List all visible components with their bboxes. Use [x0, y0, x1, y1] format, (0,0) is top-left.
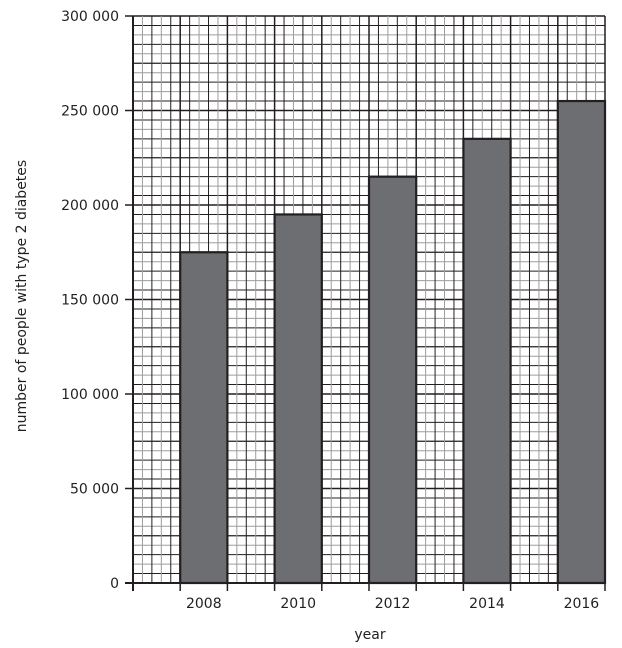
y-tick-label: 150 000 — [61, 293, 119, 309]
x-tick-label: 2008 — [186, 596, 222, 612]
y-tick-label: 50 000 — [70, 482, 119, 498]
bars — [179, 99, 607, 585]
x-axis-ticks: 2008 2010 2012 2014 2016 — [132, 583, 606, 612]
y-tick-label: 0 — [110, 576, 119, 592]
y-tick-label: 100 000 — [61, 387, 119, 403]
x-tick-label: 2012 — [375, 596, 411, 612]
y-axis-title: number of people with type 2 diabetes — [14, 160, 30, 432]
bar-2014 — [462, 137, 512, 585]
bar-2012 — [367, 175, 418, 585]
bar-2016 — [556, 99, 607, 585]
y-tick-label: 300 000 — [61, 9, 119, 25]
axes — [125, 16, 605, 591]
x-tick-label: 2014 — [469, 596, 505, 612]
bar-2008 — [179, 251, 229, 585]
y-tick-label: 250 000 — [61, 104, 119, 120]
y-axis-ticks: 0 50 000 100 000 150 000 200 000 250 000 300 0… — [61, 9, 133, 592]
bar-2010 — [273, 213, 323, 585]
x-axis-title: year — [354, 627, 385, 643]
x-tick-label: 2016 — [564, 596, 600, 612]
y-tick-label: 200 000 — [61, 198, 119, 214]
x-tick-label: 2010 — [280, 596, 316, 612]
